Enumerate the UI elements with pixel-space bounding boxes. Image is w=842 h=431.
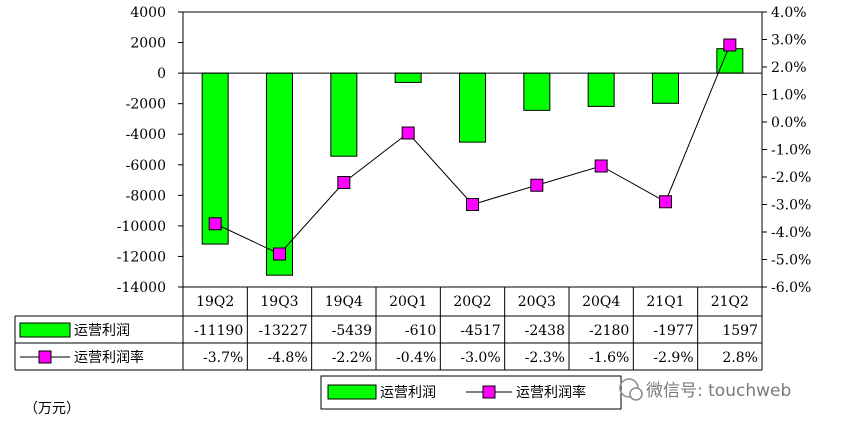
point-marker — [337, 176, 351, 189]
bar — [330, 72, 358, 157]
legend-marker-swatch — [482, 385, 496, 399]
point-marker — [208, 217, 222, 231]
legend-bar-swatch — [327, 384, 377, 400]
wechat-icon-bubble — [629, 387, 643, 401]
bar — [652, 72, 679, 104]
category-label: 20Q3 — [518, 294, 556, 310]
legend-label: 运营利润率 — [516, 384, 586, 401]
table-cell: -3.0% — [460, 350, 500, 366]
left-tick-label: -12000 — [117, 249, 166, 265]
bar — [587, 72, 615, 107]
table-cell: -13227 — [258, 323, 307, 339]
row-key-marker — [38, 350, 52, 364]
left-tick-label: -14000 — [117, 280, 166, 296]
right-tick-label: 3.0% — [771, 33, 807, 49]
left-tick-label: -10000 — [117, 219, 166, 235]
table-cell: -2438 — [525, 323, 565, 339]
unit-label: （万元） — [24, 401, 80, 417]
right-tick-label: 2.0% — [771, 60, 807, 76]
table-cell: -11190 — [194, 323, 243, 339]
right-tick-label: 1.0% — [771, 88, 807, 104]
right-tick-label: -2.0% — [771, 170, 811, 186]
point-marker — [273, 247, 286, 261]
table-cell: -610 — [405, 323, 436, 339]
point-marker — [594, 159, 608, 173]
left-tick-label: -6000 — [126, 158, 166, 174]
table-cell: -4.8% — [267, 350, 307, 366]
point-marker — [723, 38, 737, 52]
left-tick-label: 2000 — [130, 36, 166, 52]
row-key-bar — [19, 322, 71, 338]
category-label: 19Q3 — [260, 294, 298, 310]
table-cell: -0.4% — [396, 350, 436, 366]
table-cell: -2.9% — [653, 350, 693, 366]
left-tick-label: -8000 — [126, 188, 166, 204]
table-cell: 2.8% — [722, 350, 758, 366]
left-tick-label: 4000 — [130, 5, 166, 21]
category-label: 19Q4 — [325, 294, 363, 310]
table-cell: -5439 — [332, 323, 372, 339]
table-cell: -4517 — [460, 323, 500, 339]
table-cell: -1977 — [653, 323, 693, 339]
bar — [394, 72, 422, 83]
right-tick-label: -3.0% — [771, 198, 811, 214]
bar — [459, 72, 486, 143]
left-tick-label: -2000 — [126, 97, 166, 113]
table-cell: -2180 — [589, 323, 629, 339]
point-marker — [659, 195, 672, 209]
table-cell: -2.3% — [525, 350, 565, 366]
bar — [716, 48, 744, 74]
table-cell: -2.2% — [332, 350, 372, 366]
category-label: 20Q1 — [389, 294, 427, 310]
table-cell: 1597 — [722, 323, 758, 339]
bar — [266, 72, 293, 276]
category-label: 19Q2 — [196, 294, 234, 310]
row-label: 运营利润率 — [74, 349, 144, 366]
right-tick-label: -4.0% — [771, 225, 811, 241]
category-label: 20Q2 — [453, 294, 491, 310]
left-tick-label: 0 — [157, 66, 166, 82]
legend-label: 运营利润 — [380, 385, 436, 401]
point-marker — [466, 198, 479, 211]
point-marker — [401, 126, 415, 140]
right-tick-label: -6.0% — [771, 280, 811, 296]
bar — [523, 72, 551, 111]
right-tick-label: -5.0% — [771, 253, 811, 269]
table-cell: -1.6% — [589, 350, 629, 366]
category-label: 21Q1 — [646, 294, 684, 310]
right-tick-label: -1.0% — [771, 143, 811, 159]
right-tick-label: 0.0% — [771, 115, 807, 131]
point-marker — [530, 178, 544, 192]
watermark-text: 微信号: touchweb — [646, 381, 791, 401]
category-label: 21Q2 — [711, 294, 749, 310]
category-label: 20Q4 — [582, 294, 620, 310]
left-tick-label: -4000 — [126, 127, 166, 143]
table-cell: -3.7% — [203, 350, 243, 366]
row-label: 运营利润 — [74, 323, 130, 339]
right-tick-label: 4.0% — [771, 5, 807, 21]
